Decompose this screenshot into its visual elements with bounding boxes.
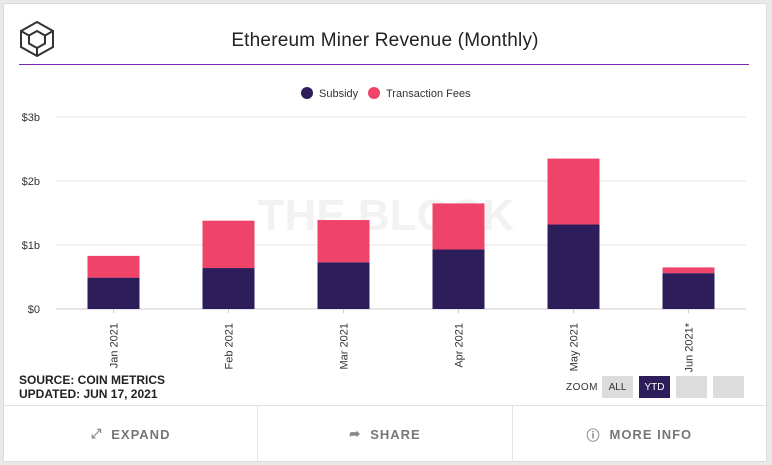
x-tick-label: May 2021 [569, 323, 581, 371]
legend-label-2: Transaction Fees [386, 88, 471, 100]
source-note: SOURCE: COIN METRICS UPDATED: JUN 17, 20… [19, 373, 165, 401]
bar-fees [432, 203, 485, 250]
x-tick-label: Jan 2021 [109, 323, 121, 368]
bar-fees [662, 267, 715, 274]
bar-fees [87, 255, 140, 278]
bar-subsidy [202, 268, 255, 309]
expand-icon: ⤢ [90, 426, 103, 441]
x-tick-label: Feb 2021 [224, 323, 236, 369]
expand-button[interactable]: ⤢ EXPAND [4, 406, 257, 462]
info-icon: ⓘ [586, 427, 601, 443]
bars [87, 158, 715, 309]
title-divider [19, 64, 749, 65]
more-info-button[interactable]: ⓘ MORE INFO [511, 406, 766, 462]
bar-fees [317, 220, 370, 263]
x-tick-label: Jun 2021* [684, 322, 696, 372]
expand-label: EXPAND [111, 426, 171, 442]
y-tick-label: $3b [22, 112, 40, 124]
legend-label-1: Subsidy [319, 88, 359, 100]
zoom-label: ZOOM [566, 382, 598, 393]
x-tick-label: Apr 2021 [454, 323, 466, 368]
y-axis: $0 $1b $2b $3b [22, 112, 40, 316]
more-info-label: MORE INFO [609, 426, 693, 442]
chart-card: Ethereum Miner Revenue (Monthly) THE BLO… [3, 3, 767, 462]
y-tick-label: $2b [22, 176, 40, 188]
bar-subsidy [662, 273, 715, 309]
chart-legend: Subsidy Transaction Fees [301, 87, 471, 100]
bar-fees [202, 220, 255, 269]
footer-actions: ⤢ EXPAND ➦ SHARE ⓘ MORE INFO [4, 405, 766, 462]
zoom-range-button-1[interactable] [676, 376, 707, 398]
share-button[interactable]: ➦ SHARE [257, 406, 511, 462]
bar-subsidy [87, 277, 140, 309]
zoom-ytd-button[interactable]: YTD [639, 376, 670, 398]
bar-subsidy [432, 249, 485, 309]
bar-subsidy [317, 262, 370, 309]
y-tick-label: $0 [28, 304, 40, 316]
share-icon: ➦ [349, 426, 362, 441]
updated-line: UPDATED: JUN 17, 2021 [19, 387, 158, 401]
legend-swatch-1 [301, 87, 313, 99]
y-tick-label: $1b [22, 240, 40, 252]
bar-fees [547, 158, 600, 225]
gridlines [56, 116, 746, 310]
zoom-range-button-2[interactable] [713, 376, 744, 398]
x-tick-label: Mar 2021 [339, 323, 351, 369]
zoom-all-button[interactable]: ALL [602, 376, 633, 398]
share-label: SHARE [370, 426, 421, 442]
chart-title: Ethereum Miner Revenue (Monthly) [231, 30, 539, 51]
source-line: SOURCE: COIN METRICS [19, 373, 166, 387]
legend-swatch-2 [368, 87, 380, 99]
x-axis: Jan 2021 Feb 2021 Mar 2021 Apr 2021 May 2021… [109, 309, 696, 373]
bar-subsidy [547, 224, 600, 309]
the-block-logo-icon [20, 20, 54, 58]
stacked-bar-chart: THE BLOCK Subsidy Transaction Fees $0$1b$… [22, 87, 746, 373]
